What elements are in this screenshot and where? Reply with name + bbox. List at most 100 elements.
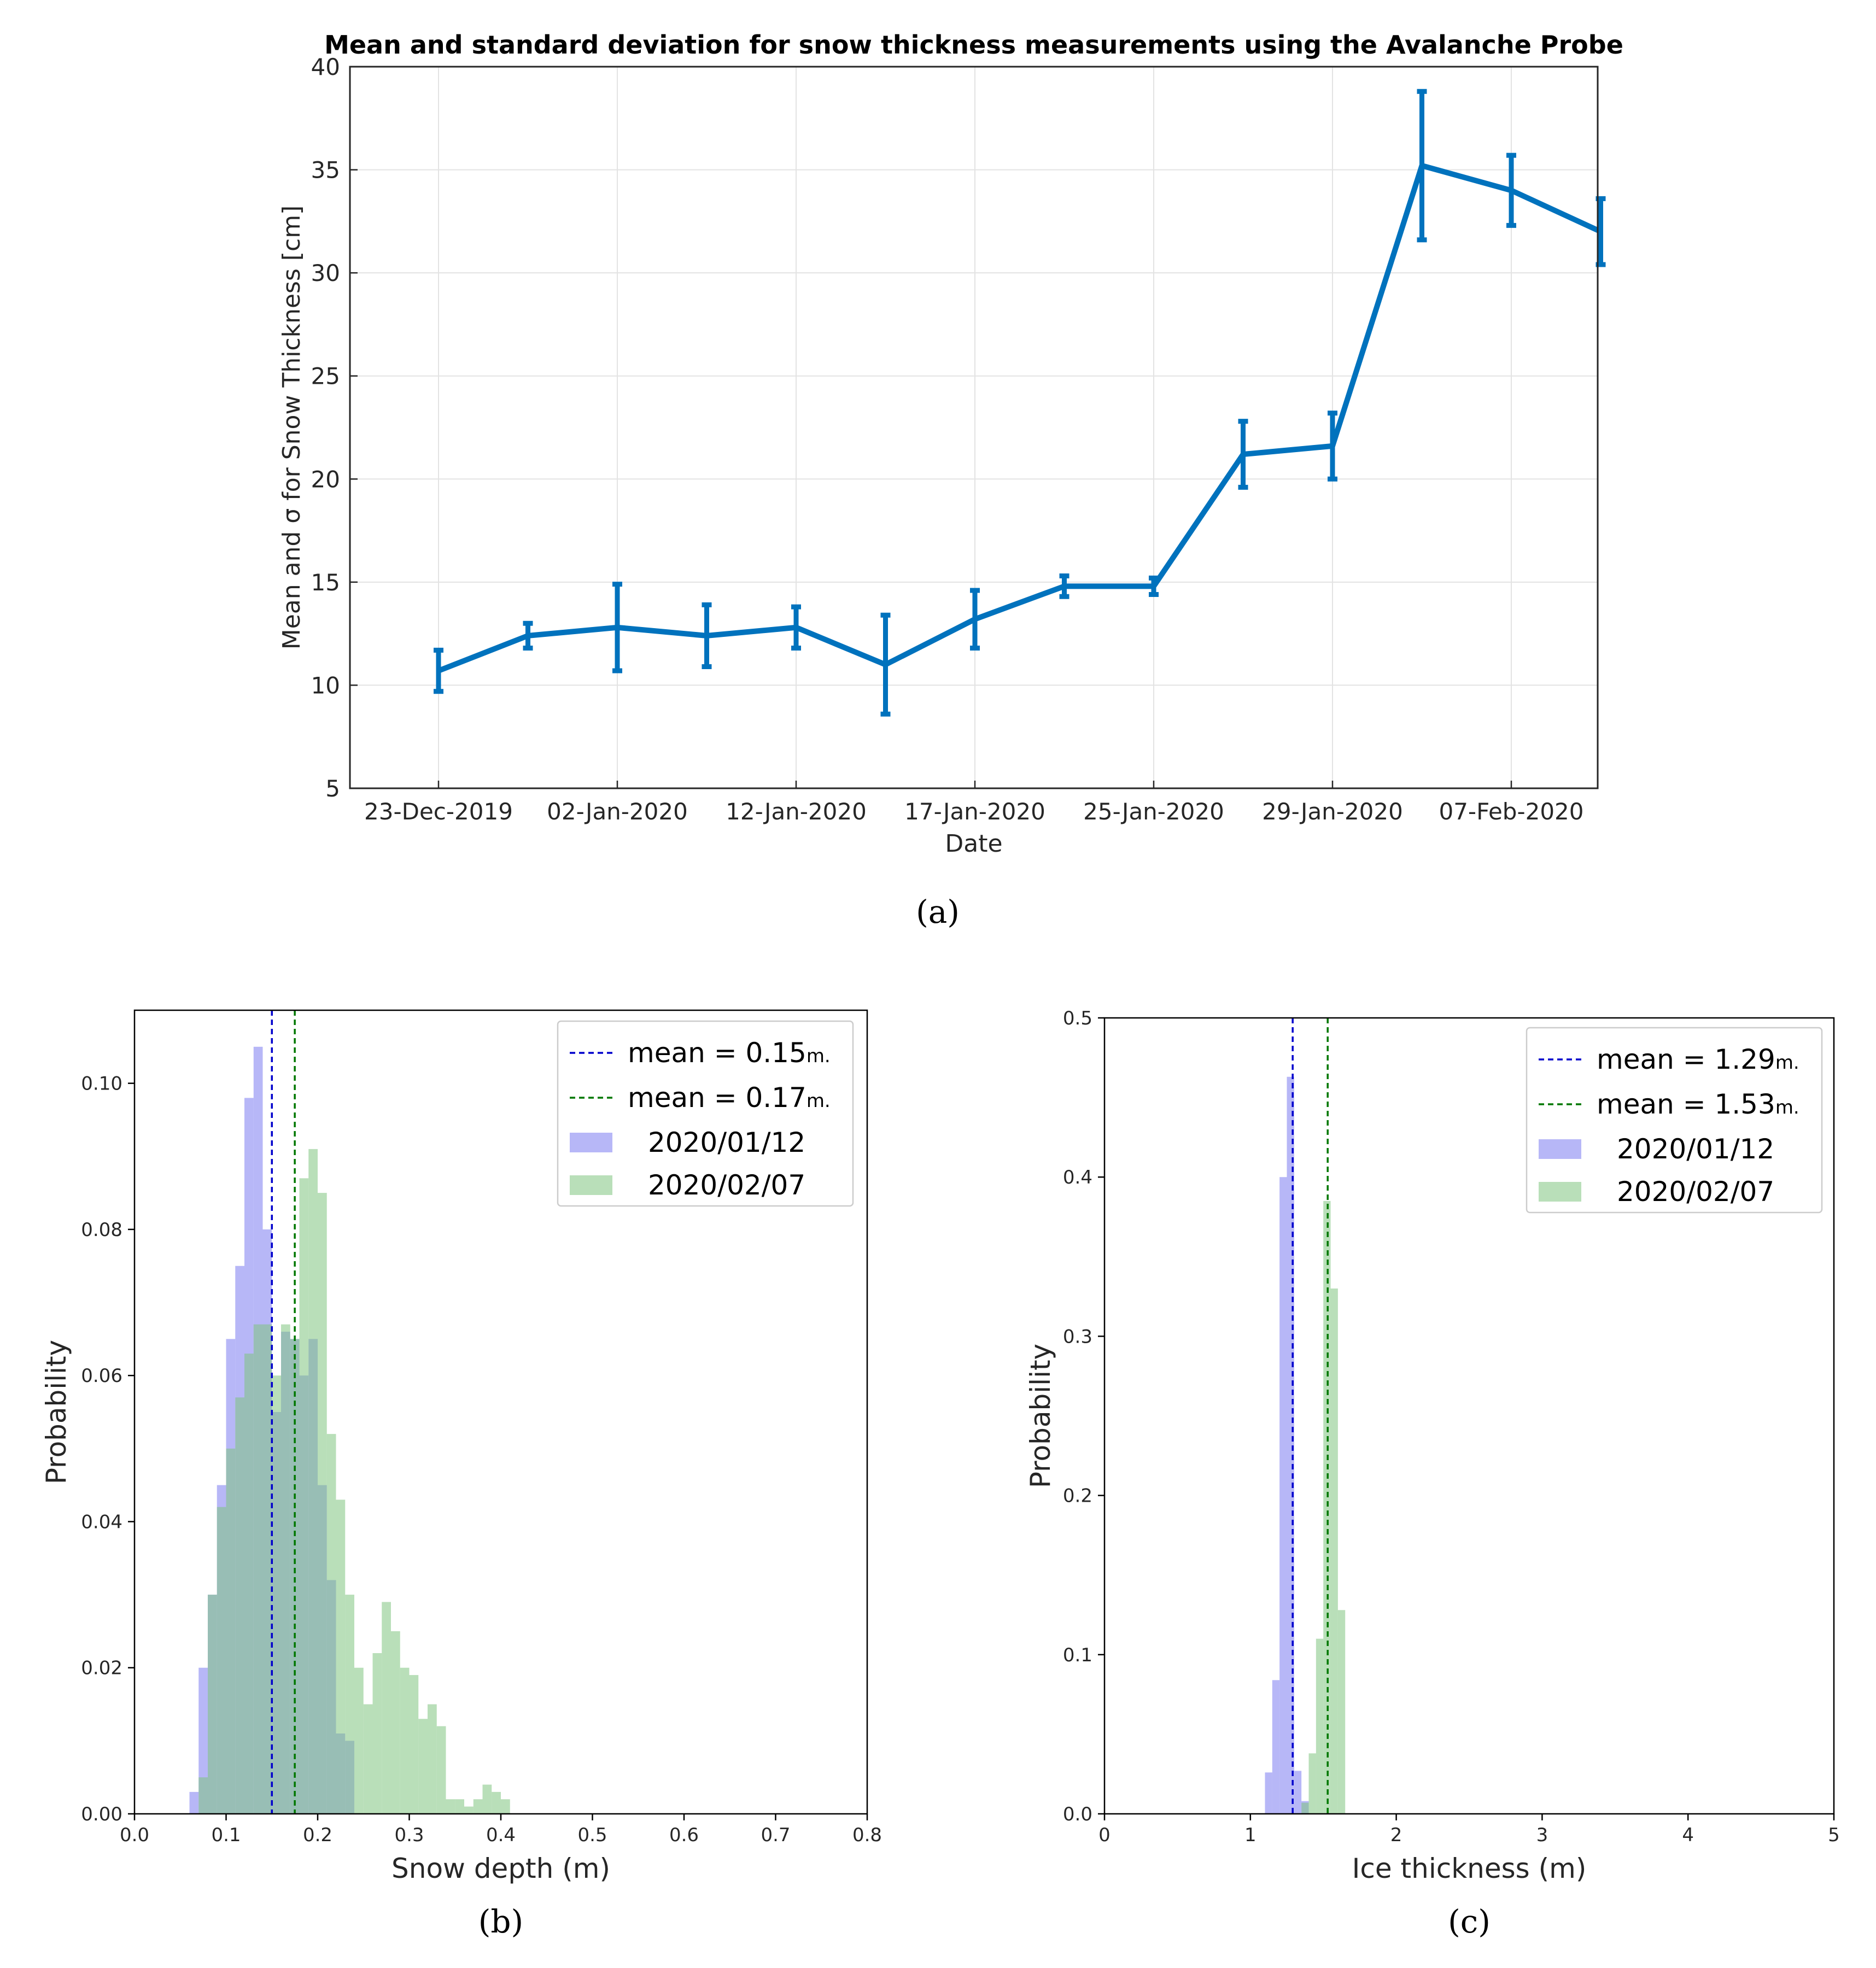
c-legend-series-label: 2020/02/07 <box>1617 1176 1774 1208</box>
c-plot-frame <box>1103 1017 1835 1815</box>
c-y-axis-label: Probability <box>1025 1344 1056 1488</box>
a-error-bar <box>1238 419 1248 490</box>
b-bar-series2 <box>372 1653 382 1814</box>
c-legend-item-mean-2: mean = 1.53m. <box>1539 1088 1799 1120</box>
c-ticks: 0 1 2 3 4 5 0.0 0.1 0.2 0.3 0.4 0.5 <box>1063 1008 1840 1846</box>
a-error-bar <box>612 582 622 673</box>
c-legend-series-label: 2020/01/12 <box>1617 1133 1774 1165</box>
c-x-axis-label: Ice thickness (m) <box>1352 1853 1587 1884</box>
b-legend-mean-label: mean = 0.17m. <box>628 1082 831 1114</box>
a-error-bar <box>1149 575 1159 597</box>
b-bar-series2 <box>326 1434 336 1814</box>
c-x-tick-label: 3 <box>1536 1824 1548 1846</box>
a-error-bar <box>970 588 980 651</box>
b-bar-series2 <box>409 1675 419 1814</box>
c-bar-series1 <box>1279 1177 1287 1814</box>
a-y-tick-label: 25 <box>311 363 340 390</box>
b-bar-series2 <box>226 1448 236 1814</box>
b-x-tick-label: 0.6 <box>669 1824 699 1846</box>
b-bar-series2 <box>299 1178 309 1814</box>
b-bar-series2 <box>217 1507 226 1814</box>
b-bar-series2 <box>418 1719 428 1814</box>
c-bar-series2 <box>1330 1288 1338 1814</box>
c-y-tick-label: 0.2 <box>1063 1485 1092 1507</box>
c-bar-series2 <box>1337 1610 1346 1814</box>
a-y-tick-label: 35 <box>311 157 340 184</box>
b-bar-series2 <box>428 1704 437 1814</box>
a-error-bar <box>523 620 533 651</box>
a-y-tick-label: 5 <box>325 775 340 802</box>
b-bar-series2 <box>336 1500 346 1814</box>
b-bar-series2 <box>198 1777 208 1814</box>
b-legend-series-label: 2020/02/07 <box>648 1169 805 1201</box>
panel-b-histogram: 0.0 0.1 0.2 0.3 0.4 0.5 0.6 0.7 0.8 0.00 0.02 0.04 0… <box>40 1009 882 1940</box>
b-legend: mean = 0.15m. mean = 0.17m. 2020/01/12 2020… <box>557 1020 854 1207</box>
b-ticks: 0.0 0.1 0.2 0.3 0.4 0.5 0.6 0.7 0.8 0.00 0.02 0.04 0… <box>81 1073 882 1846</box>
c-bars <box>1265 1076 1346 1814</box>
a-series-line <box>437 163 1602 673</box>
b-bar-series2 <box>308 1149 318 1814</box>
b-caption: (b) <box>478 1903 523 1940</box>
b-legend-item-mean-1: mean = 0.15m. <box>570 1037 831 1069</box>
b-bar-series2 <box>208 1595 217 1814</box>
b-x-axis-label: Snow depth (m) <box>391 1853 610 1884</box>
a-y-tick-label: 40 <box>311 54 340 80</box>
b-bar-series2 <box>400 1667 410 1814</box>
panel-c-histogram: 0 1 2 3 4 5 0.0 0.1 0.2 0.3 0.4 0.5 Ice thickness (… <box>1025 1008 1840 1940</box>
b-bar-series2 <box>455 1799 464 1814</box>
b-y-tick-label: 0.00 <box>81 1803 122 1825</box>
b-bar-series2 <box>318 1193 327 1814</box>
c-legend: mean = 1.29m. mean = 1.53m. 2020/01/12 2020… <box>1526 1027 1823 1214</box>
b-y-tick-label: 0.10 <box>81 1073 122 1095</box>
b-legend-item-series-1: 2020/01/12 <box>570 1127 805 1158</box>
c-legend-box <box>1526 1027 1823 1214</box>
a-x-tick-label: 02-Jan-2020 <box>547 798 688 825</box>
b-bar-series2 <box>482 1784 492 1814</box>
b-x-tick-label: 0.0 <box>120 1824 149 1846</box>
b-y-tick-label: 0.02 <box>81 1657 122 1679</box>
a-error-bar <box>880 612 891 717</box>
c-bar-series2 <box>1301 1802 1309 1814</box>
c-y-tick-label: 0.0 <box>1063 1803 1092 1825</box>
b-bar-series2 <box>436 1726 446 1814</box>
a-error-bar <box>1506 153 1516 228</box>
a-y-tick-label: 20 <box>311 466 340 493</box>
b-x-tick-label: 0.8 <box>852 1824 882 1846</box>
a-y-tick-label: 15 <box>311 569 340 596</box>
b-mean-lines <box>271 1010 296 1814</box>
c-y-tick-label: 0.3 <box>1063 1326 1092 1348</box>
b-bar-series2 <box>244 1354 254 1814</box>
c-x-tick-label: 2 <box>1390 1824 1402 1846</box>
b-bar-series2 <box>446 1799 455 1814</box>
b-x-tick-label: 0.2 <box>303 1824 332 1846</box>
a-x-tick-label: 29-Jan-2020 <box>1262 798 1403 825</box>
b-bar-series2 <box>345 1595 354 1814</box>
b-bar-series2 <box>281 1324 290 1814</box>
a-x-tick-label: 12-Jan-2020 <box>726 798 867 825</box>
b-bar-series2 <box>473 1799 483 1814</box>
b-bar-series2 <box>363 1704 373 1814</box>
a-error-bar <box>1328 411 1337 482</box>
c-bar-series1 <box>1294 1771 1302 1814</box>
a-x-tick-label: 17-Jan-2020 <box>904 798 1045 825</box>
a-y-tick-label: 10 <box>311 672 340 699</box>
c-y-tick-label: 0.5 <box>1063 1008 1092 1029</box>
b-legend-mean-label: mean = 0.15m. <box>628 1037 831 1069</box>
b-legend-box <box>557 1020 854 1207</box>
b-x-tick-label: 0.7 <box>761 1824 790 1846</box>
b-bar-series1 <box>189 1791 199 1814</box>
a-x-axis-label: Date <box>945 830 1002 858</box>
panel-a-line-chart: 5 10 15 20 25 30 35 40 23-Dec-2019 02-Jan-2020 12-… <box>278 30 1623 930</box>
c-legend-mean-label: mean = 1.53m. <box>1597 1088 1799 1120</box>
a-y-tick-label: 30 <box>311 260 340 286</box>
c-caption: (c) <box>1448 1903 1491 1940</box>
b-bar-series2 <box>501 1799 510 1814</box>
c-x-tick-label: 1 <box>1244 1824 1256 1846</box>
c-bar-series1 <box>1265 1772 1272 1814</box>
b-bar-series2 <box>253 1324 263 1814</box>
c-legend-item-mean-1: mean = 1.29m. <box>1539 1044 1799 1075</box>
b-bar-series2 <box>272 1375 281 1814</box>
c-legend-mean-label: mean = 1.29m. <box>1597 1044 1799 1075</box>
b-y-axis-label: Probability <box>40 1340 72 1484</box>
